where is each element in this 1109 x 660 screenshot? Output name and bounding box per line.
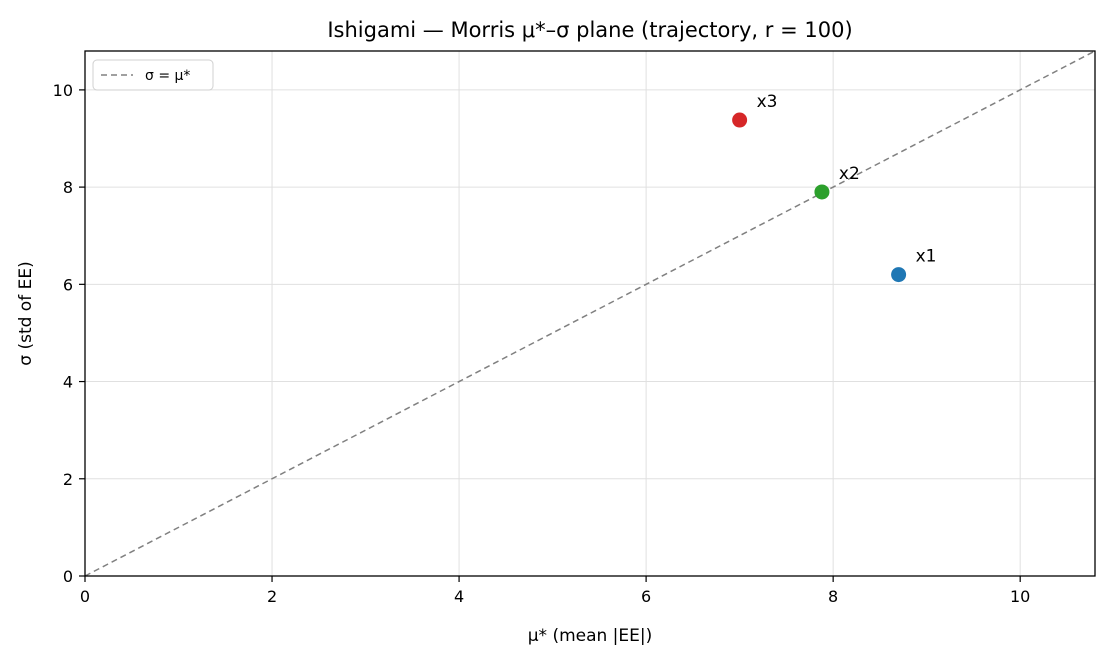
y-axis-label: σ (std of EE) xyxy=(16,261,36,365)
x-tick-label: 4 xyxy=(454,587,464,606)
y-tick-label: 2 xyxy=(63,470,73,489)
x-tick-label: 6 xyxy=(641,587,651,606)
data-point-x2 xyxy=(814,184,830,200)
data-point-label-x3: x3 xyxy=(757,92,778,112)
x-tick-label: 2 xyxy=(267,587,277,606)
x-tick-label: 8 xyxy=(828,587,838,606)
data-point-x1 xyxy=(891,267,907,283)
plot-area-frame xyxy=(84,50,1096,577)
ticks-layer: 0 2 4 6 8 10 0 2 4 6 8 10 xyxy=(53,81,1031,606)
y-tick-label: 6 xyxy=(63,275,73,294)
y-tick-label: 8 xyxy=(63,178,73,197)
y-tick-label: 4 xyxy=(63,373,73,392)
y-tick-label: 10 xyxy=(53,81,73,100)
data-point-label-x2: x2 xyxy=(839,164,860,184)
y-tick-label: 0 xyxy=(63,567,73,586)
x-tick-label: 0 xyxy=(80,587,90,606)
legend-label: σ = μ* xyxy=(145,68,190,84)
x-tick-label: 10 xyxy=(1010,587,1030,606)
data-point-x3 xyxy=(732,112,748,128)
legend-box xyxy=(92,59,214,91)
chart-title: Ishigami — Morris μ*–σ plane (trajectory… xyxy=(327,18,852,42)
legend: σ = μ* xyxy=(92,59,214,91)
points-layer: x1 x2 x3 xyxy=(732,92,937,283)
x-axis-label: μ* (mean |EE|) xyxy=(528,626,653,646)
data-point-label-x1: x1 xyxy=(916,247,937,267)
